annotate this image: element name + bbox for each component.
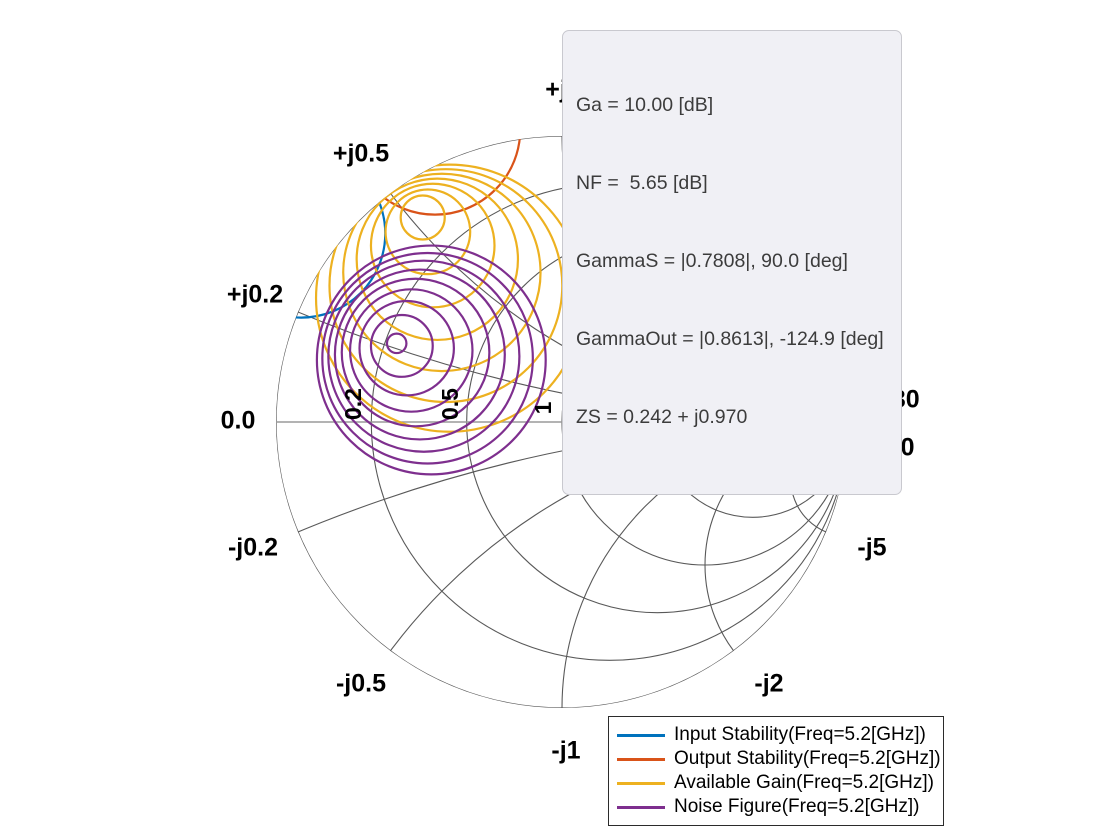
- series-3-circle-0: [385, 332, 408, 355]
- series-3-circle-1: [369, 313, 434, 378]
- annot-line-gammas: GammaS = |0.7808|, 90.0 [deg]: [576, 250, 848, 273]
- reactance-arc-n2: [704, 421, 848, 708]
- legend-label-available-gain: Available Gain(Freq=5.2[GHz]): [674, 772, 934, 793]
- annot-line-nf: NF = 5.65 [dB]: [576, 172, 708, 195]
- legend-item-output-stability[interactable]: Output Stability(Freq=5.2[GHz]): [617, 747, 941, 771]
- series-3-circle-8: [315, 244, 547, 476]
- reactance-label-8: -j2: [754, 670, 783, 698]
- series-2-circle-3: [355, 177, 520, 342]
- series-3-circle-5: [333, 268, 506, 441]
- reactance-arc-p0.2: [276, 136, 848, 423]
- resistance-label-1: 0.2: [340, 388, 366, 420]
- series-3-circle-3: [348, 288, 474, 413]
- series-2-circle-5: [384, 188, 472, 276]
- chart-legend: Input Stability(Freq=5.2[GHz]) Output St…: [608, 716, 944, 826]
- reactance-label-7: -j5: [857, 534, 886, 562]
- legend-swatch-input-stability: [617, 733, 665, 737]
- series-3-circle-2: [358, 299, 455, 397]
- annot-line-ga: Ga = 10.00 [dB]: [576, 94, 714, 117]
- legend-item-input-stability[interactable]: Input Stability(Freq=5.2[GHz]): [617, 723, 935, 747]
- reactance-label-0: +j0.2: [227, 281, 283, 309]
- legend-item-noise-figure[interactable]: Noise Figure(Freq=5.2[GHz]): [617, 795, 935, 819]
- resistance-label-0: 0.0: [221, 407, 256, 435]
- series-3-circle-7: [321, 251, 534, 465]
- legend-swatch-output-stability: [617, 757, 665, 761]
- reactance-label-2: +j: [545, 76, 567, 104]
- resistance-label-3: 1: [530, 401, 556, 414]
- legend-label-input-stability: Input Stability(Freq=5.2[GHz]): [674, 724, 926, 745]
- legend-item-available-gain[interactable]: Available Gain(Freq=5.2[GHz]): [617, 771, 935, 795]
- series-2-circle-6: [399, 194, 446, 241]
- legend-swatch-available-gain: [617, 781, 665, 785]
- reactance-arc-n0.2: [276, 421, 848, 708]
- series-3-circle-4: [340, 277, 491, 428]
- series-2-circle-2: [342, 172, 542, 373]
- annot-line-gammaout: GammaOut = |0.8613|, -124.9 [deg]: [576, 328, 884, 351]
- reactance-label-1: +j0.5: [333, 140, 389, 168]
- results-annotation-box: Ga = 10.00 [dB] NF = 5.65 [dB] GammaS = …: [562, 30, 902, 495]
- smith-curves: [276, 136, 585, 476]
- legend-label-noise-figure: Noise Figure(Freq=5.2[GHz]): [674, 796, 920, 817]
- annot-line-zs: ZS = 0.242 + j0.970: [576, 406, 748, 429]
- reactance-label-9: -j1: [551, 737, 580, 765]
- legend-label-output-stability: Output Stability(Freq=5.2[GHz]): [674, 748, 941, 769]
- series-3-circle-6: [327, 259, 521, 453]
- resistance-label-2: 0.5: [437, 388, 463, 420]
- series-2-circle-4: [369, 182, 496, 309]
- reactance-label-10: -j0.5: [336, 670, 386, 698]
- legend-swatch-noise-figure: [617, 805, 665, 809]
- series-1-circle-0: [348, 136, 522, 216]
- reactance-label-11: -j0.2: [228, 534, 278, 562]
